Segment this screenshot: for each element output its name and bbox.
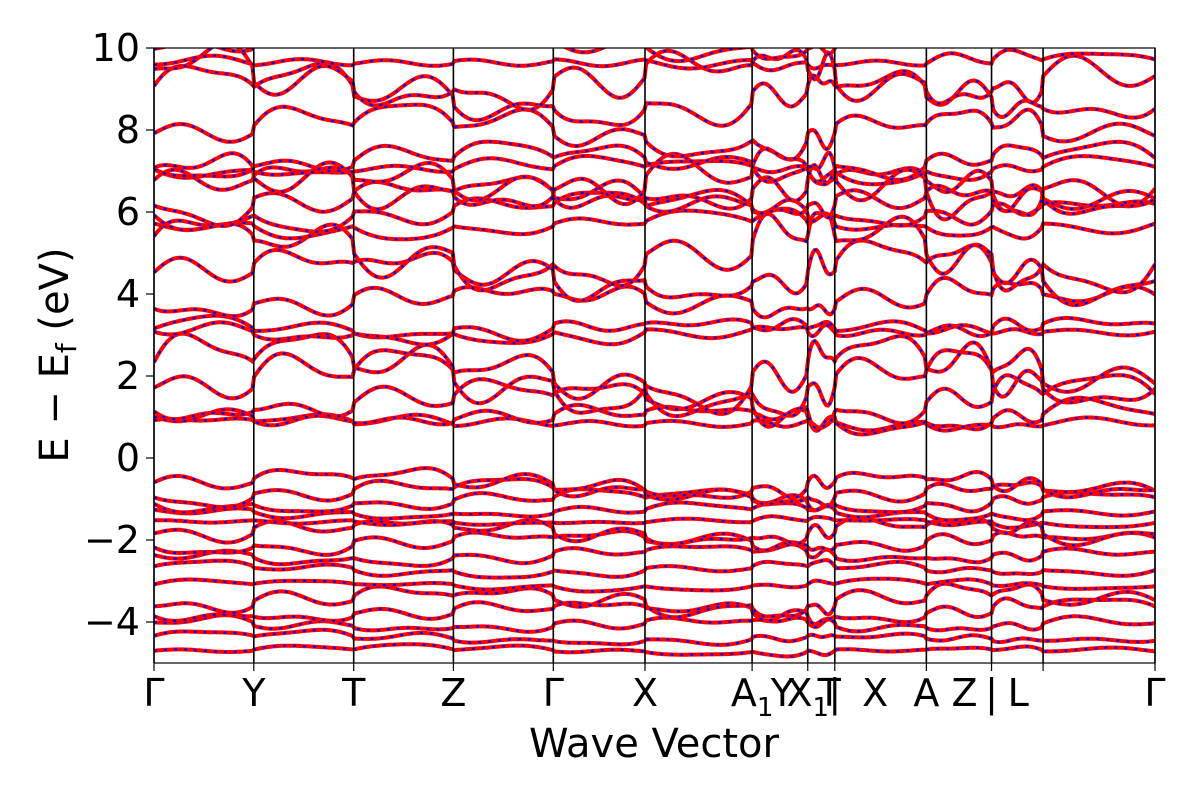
y-axis-label-subscript: f: [50, 342, 83, 353]
band-line-red: [154, 477, 1155, 510]
y-tick-label: 10: [92, 26, 140, 70]
y-axis: −4 −2 0 2 4 6 8 10: [84, 26, 154, 644]
band-line-red: [154, 174, 1155, 228]
band-line-blue: [154, 154, 1155, 186]
band-line-blue: [154, 467, 1155, 499]
kpoint-label: Y: [770, 671, 795, 715]
kpoint-label: T: [341, 671, 366, 715]
band-line-blue: [154, 276, 1155, 319]
band-line-blue: [154, 140, 1155, 186]
band-line-red: [154, 581, 1155, 620]
band-line-blue: [154, 316, 1155, 346]
band-line-blue: [154, 559, 1155, 579]
kpoint-label: |: [828, 671, 841, 716]
band-line-red: [154, 500, 1155, 523]
y-tick-label: 2: [116, 354, 140, 398]
band-line-blue: [154, 48, 1155, 112]
y-tick-label: 6: [116, 190, 140, 234]
kpoint-label: Γ: [543, 671, 564, 715]
band-line-blue: [154, 48, 836, 63]
bands-layer: [154, 48, 1155, 659]
kpoint-label: Z: [951, 671, 977, 715]
band-line-blue: [154, 239, 1155, 307]
plot-frame: [153, 47, 1156, 664]
y-axis-label-unit: (eV): [32, 247, 78, 343]
kpoint-label: |: [985, 671, 998, 716]
kpoint-label: L: [1008, 671, 1029, 715]
band-line-blue: [154, 488, 1155, 514]
band-line-blue: [154, 373, 1155, 430]
band-line-blue: [154, 515, 1155, 529]
y-axis-label: E − Ef (eV): [32, 247, 83, 462]
band-line-red: [154, 331, 1155, 416]
kpoint-label: Γ: [1144, 671, 1165, 715]
y-tick-label: 8: [116, 108, 140, 152]
kpoint-label: A1: [731, 671, 774, 723]
band-line-blue: [154, 577, 1155, 593]
y-tick-label: 0: [116, 436, 140, 480]
band-line-red: [154, 395, 1155, 437]
kpoint-label: Y: [241, 671, 266, 715]
y-tick-label: −4: [84, 600, 140, 644]
band-line-red: [154, 596, 1155, 627]
band-line-blue: [154, 643, 1155, 658]
x-axis-label: Wave Vector: [529, 721, 780, 767]
plot-area-background: [154, 48, 1155, 663]
y-tick-label: −2: [84, 518, 140, 562]
band-line-blue: [154, 188, 1155, 233]
band-line-blue: [154, 211, 1155, 294]
band-line-red: [154, 627, 1155, 647]
kpoint-label: Γ: [143, 671, 164, 715]
kpoint-label: X: [862, 671, 888, 715]
kpoint-label: T: [817, 671, 842, 715]
band-line-blue: [154, 48, 1155, 72]
band-line-blue: [154, 103, 1155, 161]
y-tick-label: 4: [116, 272, 140, 316]
band-line-blue: [154, 347, 1155, 418]
y-axis-label-main: E − E: [32, 353, 78, 463]
kpoint-label: X1: [786, 671, 829, 723]
band-line-blue: [154, 207, 1155, 241]
kpoint-label: A: [913, 671, 939, 715]
kpoint-label: X: [632, 671, 658, 715]
band-line-blue: [154, 543, 1155, 567]
kpoint-label: Z: [440, 671, 466, 715]
